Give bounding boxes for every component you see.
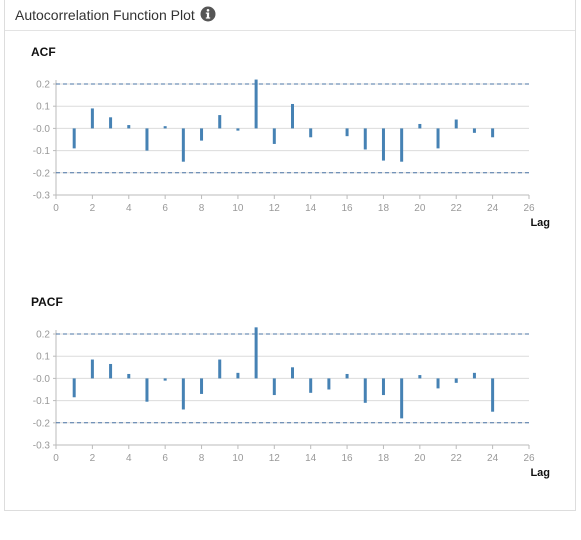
acf-y-tick-label: 0.2	[36, 80, 50, 91]
pacf-bar	[309, 378, 313, 393]
acf-bar	[454, 119, 458, 129]
acf-y-tick-label: -0.1	[33, 146, 51, 157]
panel-title: Autocorrelation Function Plot	[15, 7, 195, 23]
acf-x-tick-label: 4	[126, 203, 132, 214]
pacf-bar	[472, 372, 476, 379]
acf-x-tick-label: 16	[342, 203, 354, 214]
acf-x-axis-label: Lag	[530, 217, 550, 229]
acf-bar	[254, 79, 258, 129]
pacf-x-axis-label: Lag	[530, 467, 550, 479]
pacf-x-tick-label: 10	[232, 453, 244, 464]
acf-title: ACF	[31, 45, 56, 59]
pacf-bar	[127, 373, 131, 379]
pacf-y-tick-label: 0.2	[36, 330, 50, 341]
pacf-bar	[491, 378, 495, 412]
acf-bar	[400, 128, 404, 162]
pacf-y-tick-label: -0.1	[33, 396, 51, 407]
pacf-y-tick-label: -0.3	[33, 441, 51, 452]
acf-bar	[145, 128, 149, 151]
acf-bar	[309, 128, 313, 138]
pacf-x-tick-label: 26	[523, 453, 535, 464]
pacf-bar	[200, 378, 204, 394]
acf-x-tick-label: 14	[305, 203, 317, 214]
pacf-x-tick-label: 4	[126, 453, 132, 464]
acf-x-tick-label: 18	[378, 203, 390, 214]
pacf-bar	[109, 363, 113, 379]
acf-x-tick-label: 20	[414, 203, 426, 214]
pacf-x-tick-label: 14	[305, 453, 317, 464]
acf-y-tick-label: -0.3	[33, 191, 51, 202]
acf-bar	[363, 128, 367, 150]
pacf-x-tick-label: 24	[487, 453, 499, 464]
pacf-y-tick-label: -0.2	[33, 418, 51, 429]
pacf-x-tick-label: 12	[269, 453, 281, 464]
pacf-bar	[381, 378, 385, 396]
acf-y-tick-label: -0.2	[33, 168, 51, 179]
acf-x-tick-label: 2	[90, 203, 96, 214]
acf-panel: Autocorrelation Function Plot	[4, 0, 576, 511]
acf-bar	[291, 103, 294, 129]
pacf-x-tick-label: 6	[162, 453, 168, 464]
pacf-bar	[363, 378, 367, 403]
pacf-x-tick-label: 18	[378, 453, 390, 464]
pacf-x-tick-label: 22	[451, 453, 463, 464]
pacf-bar	[145, 378, 149, 402]
acf-bar	[200, 128, 204, 141]
acf-x-tick-label: 10	[232, 203, 244, 214]
pacf-x-tick-label: 16	[342, 453, 354, 464]
pacf-bar	[254, 327, 258, 379]
panel-header: Autocorrelation Function Plot	[5, 0, 575, 31]
acf-bar	[418, 123, 422, 129]
pacf-bar	[418, 375, 422, 379]
pacf-bar	[454, 378, 458, 383]
pacf-bar	[400, 378, 404, 419]
pacf-x-tick-label: 20	[414, 453, 426, 464]
pacf-y-tick-label: -0.0	[33, 374, 51, 385]
acf-y-tick-label: -0.0	[33, 124, 51, 135]
acf-bar	[381, 128, 385, 161]
pacf-x-tick-label: 8	[199, 453, 205, 464]
acf-bar	[436, 128, 440, 149]
acf-bar	[218, 115, 222, 129]
acf-bar	[163, 126, 167, 129]
acf-x-tick-label: 8	[199, 203, 205, 214]
acf-bar	[181, 128, 185, 162]
acf-x-tick-label: 6	[162, 203, 168, 214]
pacf-bar	[291, 367, 294, 379]
pacf-bar	[90, 359, 94, 379]
pacf-bar	[272, 378, 276, 396]
acf-x-tick-label: 22	[451, 203, 463, 214]
acf-x-tick-label: 0	[53, 203, 59, 214]
pacf-bar	[72, 378, 76, 398]
pacf-bar	[181, 378, 185, 410]
pacf-bar	[236, 372, 240, 379]
acf-x-tick-label: 26	[523, 203, 535, 214]
pacf-bar	[218, 359, 222, 379]
acf-bar	[109, 117, 113, 129]
acf-bar	[90, 108, 94, 129]
acf-bar	[127, 125, 131, 129]
pacf-x-tick-label: 0	[53, 453, 59, 464]
acf-x-tick-label: 12	[269, 203, 281, 214]
acf-bar	[272, 128, 276, 144]
acf-bar	[72, 128, 76, 149]
pacf-x-tick-label: 2	[90, 453, 96, 464]
acf-x-tick-label: 24	[487, 203, 499, 214]
pacf-bar	[327, 378, 331, 390]
pacf-bar	[345, 373, 349, 379]
acf-y-tick-label: 0.1	[36, 102, 50, 113]
pacf-bar	[436, 378, 440, 389]
pacf-y-tick-label: 0.1	[36, 352, 50, 363]
info-icon[interactable]	[200, 6, 216, 22]
acf-bar	[472, 128, 476, 133]
acf-bar	[236, 128, 240, 131]
pacf-bar	[163, 378, 167, 381]
acf-bar	[491, 128, 495, 138]
acf-bar	[345, 128, 349, 137]
pacf-title: PACF	[31, 295, 63, 309]
